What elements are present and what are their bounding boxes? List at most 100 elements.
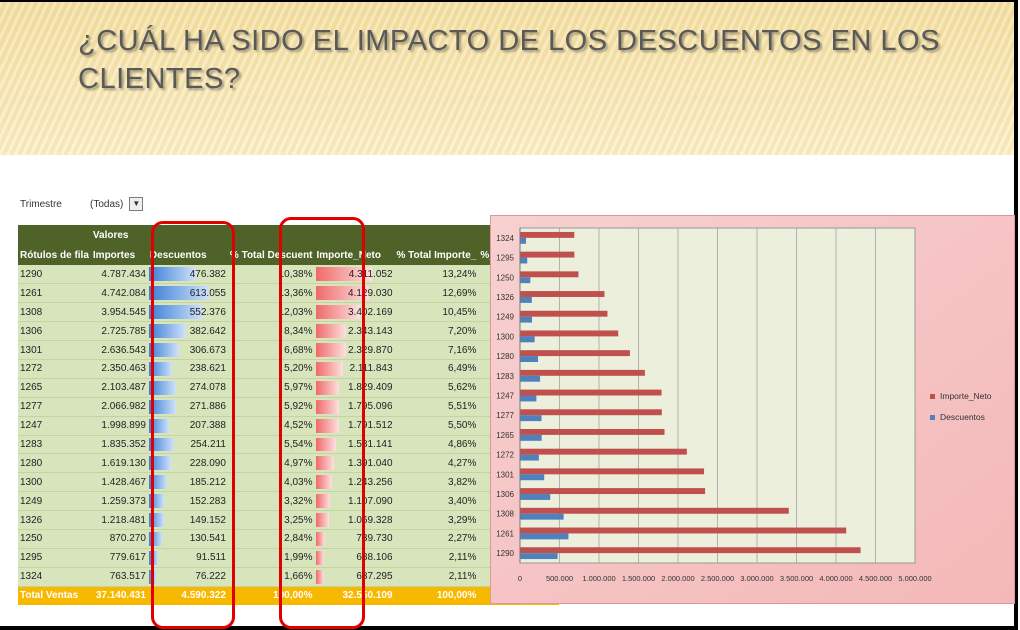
table-cell: 1,99% [227, 548, 315, 568]
filter-label: Trimestre [20, 198, 62, 210]
cell-text: 1277 [20, 401, 43, 413]
y-tick-label: 1290 [496, 549, 514, 558]
cell-text: 4,52% [284, 420, 313, 432]
table-cell: 1265 [18, 378, 91, 398]
table-cell: 763.517 [90, 567, 148, 587]
table-cell: 3,25% [227, 510, 315, 530]
table-row: 1308 3.954.545 552.376 12,03% 3.402.169 10,45… [18, 302, 560, 323]
table-cell: 274.078 [147, 378, 228, 398]
table-cell: 4.787.434 [90, 265, 148, 285]
bar [520, 434, 542, 441]
x-tick-label: 2.000.000 [661, 574, 694, 583]
table-cell: 1.795.096 [314, 397, 395, 417]
y-tick-label: 1308 [496, 510, 514, 519]
total-cell: 100,00% [394, 586, 479, 606]
bar [520, 237, 527, 244]
table-cell: 2.066.982 [90, 397, 148, 417]
cell-text: 149.152 [189, 514, 226, 526]
cell-text: 76.222 [195, 571, 226, 583]
total-cell: 100,00% [227, 586, 315, 606]
table-cell: 613.055 [147, 283, 228, 304]
column-header: % Total Importe_ [394, 245, 479, 265]
table-cell: 2,84% [227, 529, 315, 549]
table-cell: 1.581.141 [314, 435, 395, 455]
legend-label: Descuentos [940, 412, 985, 422]
table-row: 12831.835.352254.2115,54%1.581.1414,86%1… [18, 435, 560, 455]
table-cell: 149.152 [147, 510, 228, 530]
bar [520, 316, 533, 323]
table-cell: 10,38% [227, 265, 315, 285]
table-cell: 1.791.512 [314, 416, 395, 436]
table-cell: 13,36% [227, 283, 315, 304]
table-cell: 4.311.052 [314, 265, 395, 285]
filter-dropdown[interactable]: ▼ [129, 197, 144, 211]
cell-text: 4.311.052 [348, 268, 393, 280]
cell-text: 5,92% [284, 401, 313, 413]
table-cell: 185.212 [147, 472, 228, 493]
cell-text: 254.211 [190, 438, 226, 450]
cell-text: 2,27% [447, 533, 477, 545]
y-tick-label: 1306 [496, 490, 514, 499]
y-tick-label: 1272 [496, 451, 514, 460]
cell-text: 1324 [20, 571, 43, 583]
cell-text: 2.329.870 [348, 344, 393, 356]
table-cell: 7,20% [394, 321, 479, 342]
bar [520, 488, 706, 495]
bar [520, 533, 569, 540]
cell-text: 1.795.096 [348, 401, 393, 413]
table-cell: 76.222 [147, 567, 228, 587]
bar [520, 350, 630, 357]
cell-text: 552.376 [189, 306, 226, 318]
table-cell: 739.730 [314, 529, 395, 549]
table-row: 12471.998.899207.3884,52%1.791.5125,50%1… [18, 416, 560, 436]
table-cell: 6,68% [227, 340, 315, 360]
table-cell: 4,03% [227, 472, 315, 493]
data-bar [315, 324, 346, 339]
bar [520, 454, 539, 461]
table-cell: 2,11% [394, 548, 479, 568]
table-cell: 1.243.256 [314, 472, 395, 493]
data-bar [148, 361, 173, 376]
column-header: % Total Descuent [227, 245, 315, 265]
data-bar [315, 550, 325, 565]
cell-text: 7,16% [447, 344, 477, 356]
x-tick-label: 5.000.000 [898, 574, 931, 583]
table-cell: 3,40% [394, 491, 479, 512]
table-cell: 382.642 [147, 321, 228, 342]
x-tick-label: 1.000.000 [582, 574, 615, 583]
cell-text: 6,68% [284, 344, 313, 356]
cell-text: 5,54% [284, 438, 313, 450]
table-cell: 12,03% [227, 302, 315, 323]
slide-title: ¿CUÁL HA SIDO EL IMPACTO DE LOS DESCUENT… [78, 25, 940, 95]
table-cell: 1261 [18, 283, 91, 304]
cell-text: 12,69% [442, 287, 477, 299]
x-tick-label: 3.000.000 [740, 574, 773, 583]
cell-text: 238.621 [189, 363, 226, 375]
data-bar [148, 456, 172, 471]
cell-text: 4,86% [447, 438, 477, 450]
cell-text: 1295 [20, 552, 43, 564]
y-tick-label: 1247 [496, 392, 514, 401]
cell-text: 5,62% [447, 382, 477, 394]
table-cell: 2.725.785 [90, 321, 148, 342]
cell-text: 2,11% [448, 571, 477, 583]
bar [520, 448, 687, 455]
table-cell: 130.541 [147, 529, 228, 549]
cell-text: 152.283 [189, 495, 226, 507]
cell-text: 1261 [20, 287, 43, 299]
data-bar [148, 343, 179, 357]
chart: 0 500.000 1.000.000 1.500.000 2.000.000 2.500… [490, 215, 1015, 604]
table-cell: 1249 [18, 491, 91, 512]
data-bar [315, 494, 330, 509]
bar [520, 251, 575, 258]
bar [520, 356, 539, 362]
table-cell: 1.259.373 [90, 491, 148, 512]
y-tick-label: 1277 [496, 411, 514, 420]
y-tick-label: 1300 [496, 332, 514, 341]
cell-text: 3.954.545 [101, 306, 146, 318]
cell-text: 1,99% [284, 552, 313, 564]
cell-text: 2.066.982 [101, 401, 146, 413]
x-tick-label: 4.000.000 [819, 574, 852, 583]
column-header: Rótulos de fila [18, 245, 91, 265]
cell-text: 1272 [20, 363, 43, 375]
